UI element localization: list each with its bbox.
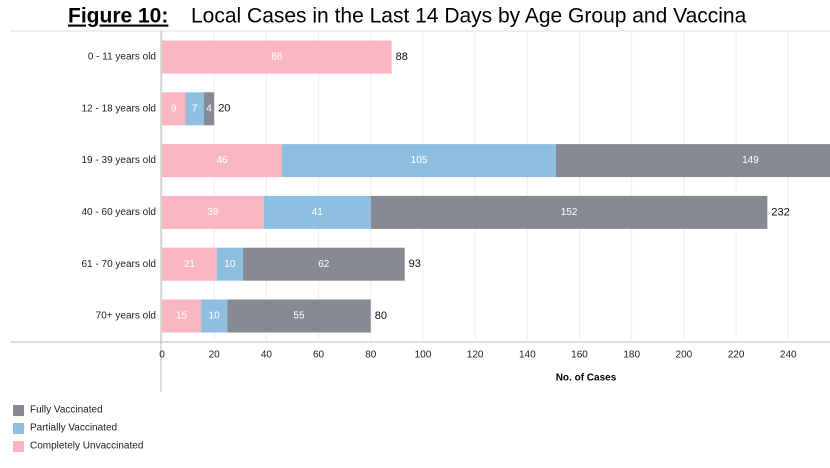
bar-label: 149 bbox=[742, 155, 759, 166]
bar-segment bbox=[263, 195, 371, 229]
total-label: 88 bbox=[396, 51, 408, 63]
x-tick-label: 140 bbox=[519, 350, 536, 361]
bar-label: 4 bbox=[206, 103, 212, 114]
y-tick-label: 70+ years old bbox=[96, 311, 156, 322]
bar-label: 21 bbox=[184, 259, 196, 270]
bar-segment bbox=[556, 144, 830, 178]
x-tick-label: 0 bbox=[159, 350, 165, 361]
bar-segment bbox=[227, 299, 371, 333]
x-tick-label: 80 bbox=[365, 350, 377, 361]
x-tick-label: 100 bbox=[415, 350, 432, 361]
bar-label: 10 bbox=[224, 259, 236, 270]
legend-label: Partially Vaccinated bbox=[30, 423, 117, 434]
chart-title: Local Cases in the Last 14 Days by Age G… bbox=[191, 5, 747, 28]
bar-segment bbox=[162, 40, 392, 74]
total-label: 93 bbox=[409, 258, 421, 270]
x-tick-label: 200 bbox=[676, 350, 693, 361]
x-tick-label: 220 bbox=[728, 350, 745, 361]
bar-segment bbox=[242, 247, 405, 281]
bar-segment bbox=[162, 195, 264, 229]
x-tick-label: 20 bbox=[209, 350, 221, 361]
bar-segment bbox=[162, 299, 202, 333]
bar-segment bbox=[370, 195, 768, 229]
x-tick-label: 240 bbox=[780, 350, 797, 361]
bar-label: 9 bbox=[171, 103, 177, 114]
bar-label: 7 bbox=[192, 103, 198, 114]
bar-segment bbox=[162, 92, 186, 126]
bar-segment bbox=[201, 299, 228, 333]
y-tick-label: 0 - 11 years old bbox=[88, 52, 156, 63]
total-label: 80 bbox=[375, 310, 387, 322]
bar-label: 46 bbox=[216, 155, 228, 166]
y-tick-label: 19 - 39 years old bbox=[82, 155, 157, 166]
x-tick-label: 120 bbox=[467, 350, 484, 361]
bar-label: 105 bbox=[411, 155, 428, 166]
total-label: 20 bbox=[218, 103, 230, 115]
bar-segment bbox=[162, 247, 217, 281]
legend-swatch bbox=[13, 423, 24, 434]
bar-label: 152 bbox=[561, 207, 578, 218]
total-label: 232 bbox=[771, 206, 789, 218]
x-tick-label: 160 bbox=[571, 350, 588, 361]
x-tick-label: 40 bbox=[261, 350, 273, 361]
y-tick-label: 61 - 70 years old bbox=[82, 259, 157, 270]
x-axis-label: No. of Cases bbox=[556, 373, 617, 384]
bar-segment bbox=[216, 247, 243, 281]
bar-label: 62 bbox=[318, 259, 330, 270]
bar-label: 15 bbox=[176, 311, 188, 322]
bar-segment bbox=[162, 144, 283, 178]
x-tick-label: 180 bbox=[623, 350, 640, 361]
legend-swatch bbox=[13, 405, 24, 416]
legend-label: Fully Vaccinated bbox=[30, 405, 103, 416]
bar-label: 88 bbox=[271, 52, 283, 63]
y-tick-label: 40 - 60 years old bbox=[82, 207, 157, 218]
legend-swatch bbox=[13, 441, 24, 452]
bar-segment bbox=[185, 92, 204, 126]
bar-label: 10 bbox=[209, 311, 221, 322]
title-prefix: Figure 10: bbox=[68, 5, 168, 28]
y-tick-label: 12 - 18 years old bbox=[82, 103, 157, 114]
legend-label: Completely Unvaccinated bbox=[30, 441, 143, 452]
bar-label: 41 bbox=[312, 207, 324, 218]
bar-label: 55 bbox=[293, 311, 305, 322]
bar-label: 39 bbox=[207, 207, 219, 218]
bar-segment bbox=[282, 144, 557, 178]
x-tick-label: 60 bbox=[313, 350, 325, 361]
bar-segment bbox=[203, 92, 215, 126]
